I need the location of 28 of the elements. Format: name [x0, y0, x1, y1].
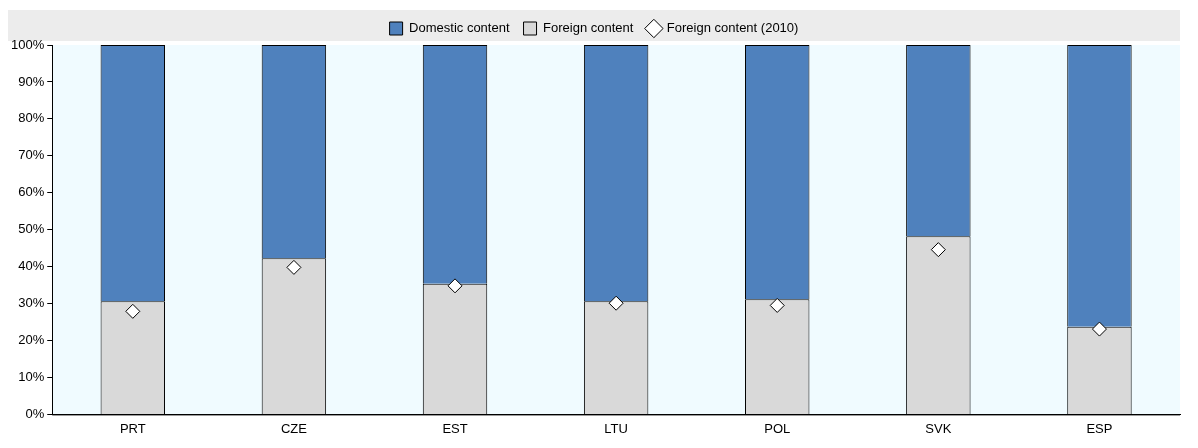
x-tick-label: ESP: [1086, 420, 1113, 436]
x-tick-label: SVK: [925, 420, 952, 436]
y-tick-label: 10%: [18, 369, 45, 385]
point: [608, 295, 624, 311]
y-tick-label: 20%: [18, 332, 45, 348]
legend-label: Foreign content (2010): [666, 20, 799, 36]
point: [930, 242, 946, 258]
x-tick-label: POL: [764, 420, 791, 436]
point: [447, 278, 463, 294]
y-tick-label: 0%: [25, 405, 45, 421]
y-tick-label: 50%: [18, 221, 45, 237]
y-tick-label: 80%: [18, 110, 45, 126]
point: [769, 297, 785, 313]
y-tick-label: 40%: [18, 258, 45, 274]
legend-label: Domestic content: [409, 20, 510, 36]
legend-label: Foreign content: [543, 20, 634, 36]
x-tick-label: PRT: [119, 420, 146, 436]
y-tick-label: 100%: [11, 36, 45, 52]
y-tick-label: 70%: [18, 147, 45, 163]
y-tick-label: 90%: [18, 73, 45, 89]
x-tick-label: LTU: [604, 420, 628, 436]
y-tick-label: 30%: [18, 295, 45, 311]
x-tick-label: CZE: [280, 420, 308, 436]
x-tick-label: EST: [442, 420, 468, 436]
y-tick-label: 60%: [18, 184, 45, 200]
point: [125, 303, 141, 319]
point: [1091, 321, 1107, 337]
point: [286, 259, 302, 275]
